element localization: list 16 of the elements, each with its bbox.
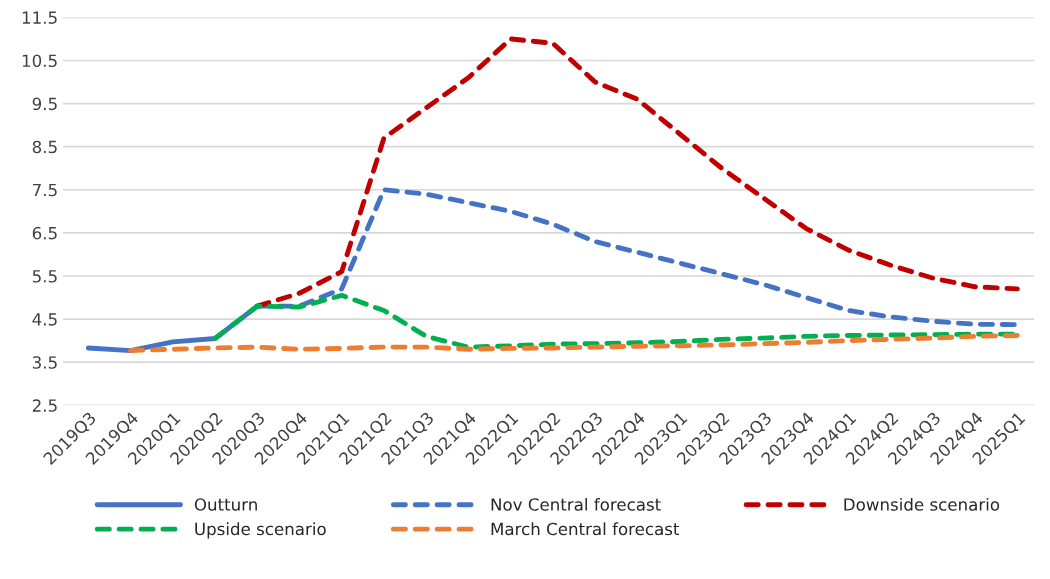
legend-label: Downside scenario (844, 497, 1000, 511)
legend-label: March Central forecast (491, 522, 680, 536)
line-series (128, 333, 1020, 353)
y-tick-label: 8.5 (32, 140, 57, 154)
legend-label: Upside scenario (195, 522, 326, 539)
y-tick-label: 6.5 (32, 226, 57, 240)
y-tick-label: 9.5 (32, 97, 57, 111)
legend-label: Outturn (194, 498, 257, 511)
y-tick-label: 2.5 (32, 399, 57, 412)
y-tick-label: 10.5 (22, 54, 57, 68)
y-tick-label: 4.5 (32, 313, 57, 326)
legend-label: Nov Central forecast (491, 497, 661, 511)
y-tick-label: 7.5 (33, 183, 57, 197)
y-tick-label: 3.5 (32, 356, 57, 369)
y-tick-label: 11.5 (22, 11, 57, 24)
y-tick-label: 5.5 (32, 270, 57, 283)
